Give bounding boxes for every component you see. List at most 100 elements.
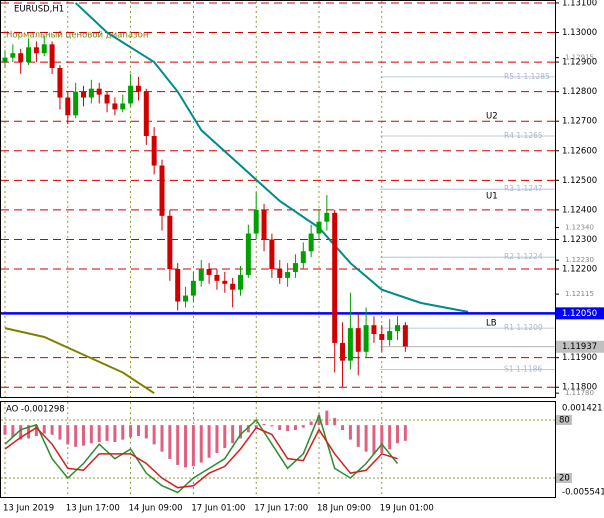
y-tick-label: 1.11900 xyxy=(562,353,597,363)
candle-body xyxy=(363,325,369,352)
zone-label: LB xyxy=(486,319,497,329)
ao-bar xyxy=(215,425,219,453)
candle-body xyxy=(143,91,149,136)
candle-body xyxy=(230,283,236,290)
candle-body xyxy=(33,47,39,54)
y-tick-label: 1.11800 xyxy=(562,383,597,393)
candle-body xyxy=(198,269,204,281)
ao-bar xyxy=(270,425,274,427)
ao-bar xyxy=(223,425,227,449)
ao-bar xyxy=(58,425,62,440)
stoch-level-label: 20 xyxy=(559,474,570,484)
x-tick-label: 13 Jun 17:00 xyxy=(66,504,120,514)
y-tick-label: 1.12200 xyxy=(562,265,597,275)
current-price-box xyxy=(556,340,604,353)
ao-bar xyxy=(254,425,258,428)
indicator-note: Нормальный ценовой диапазон xyxy=(6,31,148,41)
ao-bar xyxy=(74,425,78,447)
ao-bar xyxy=(89,425,93,444)
candle-body xyxy=(379,334,385,340)
ao-bar xyxy=(231,425,235,444)
candle-body xyxy=(26,47,32,63)
stoch-level-label: 80 xyxy=(559,416,570,426)
candle-body xyxy=(285,271,291,278)
candle-body xyxy=(245,233,251,275)
ao-bar xyxy=(152,425,156,445)
ao-bar xyxy=(364,425,368,452)
ao-bar xyxy=(42,425,46,434)
candle-body xyxy=(81,91,86,98)
ao-tick-label: 0.001421 xyxy=(562,404,603,414)
ao-bar xyxy=(168,425,172,459)
ao-bar xyxy=(396,425,399,444)
x-tick-label: 17 Jun 01:00 xyxy=(191,504,245,514)
y-tick-label: 1.13000 xyxy=(562,28,597,38)
candle-body xyxy=(88,88,94,98)
ao-bar xyxy=(129,425,133,438)
ao-bar xyxy=(333,417,337,426)
ao-bar xyxy=(3,425,7,435)
candle-body xyxy=(112,103,118,110)
ao-bar xyxy=(160,425,164,452)
candle-body xyxy=(387,331,393,340)
stoch-line xyxy=(4,426,398,489)
ao-bar xyxy=(176,425,180,465)
price-mark-label: 1.12115 xyxy=(565,290,594,298)
indicator-panel xyxy=(0,401,556,498)
ao-bar xyxy=(246,425,250,433)
stoch-line xyxy=(4,412,399,494)
pivot-label: R2 1.1224 xyxy=(504,252,543,261)
zone-label: U1 xyxy=(486,192,498,202)
ao-bar xyxy=(278,425,282,430)
candle-body xyxy=(73,91,79,116)
symbol: EURUSD,H1 xyxy=(14,5,64,15)
candle-body xyxy=(261,209,267,240)
ao-bar xyxy=(325,410,329,426)
candle-body xyxy=(316,221,322,234)
ao-tick-label: -0.005541 xyxy=(562,488,604,498)
ao-bar xyxy=(144,425,148,439)
ao-bar xyxy=(309,421,313,426)
candle-body xyxy=(395,325,400,332)
zone-label: U2 xyxy=(486,112,498,122)
candle-body xyxy=(183,295,189,302)
price-mark-label: 1.12340 xyxy=(565,224,594,232)
price-mark-label: 1.12915 xyxy=(565,54,594,62)
ao-bar xyxy=(105,425,109,441)
ao-bar xyxy=(97,425,101,443)
candle-body xyxy=(214,274,220,281)
ao-bar xyxy=(199,425,203,463)
ao-bar xyxy=(66,425,70,445)
pivot-label: R5.1 1.1285 xyxy=(504,72,550,81)
ao-bar xyxy=(262,423,266,426)
ao-bar xyxy=(207,425,211,458)
candle-body xyxy=(300,251,306,264)
ao-bar xyxy=(50,425,54,435)
candle-body xyxy=(128,85,134,104)
ao-bar xyxy=(82,425,85,446)
candle-body xyxy=(238,274,243,290)
price-mark-label: 1.12230 xyxy=(565,256,594,264)
ao-bar xyxy=(388,425,392,450)
y-tick-label: 1.12800 xyxy=(562,87,597,97)
candle-body xyxy=(347,328,353,361)
ao-bar xyxy=(286,425,290,432)
lb-price-label: 1.12050 xyxy=(562,309,597,319)
candle-body xyxy=(371,325,377,335)
candle-body xyxy=(151,135,157,166)
ao-bar xyxy=(34,425,38,437)
x-tick-label: 19 Jun 01:00 xyxy=(380,504,434,514)
candle-body xyxy=(355,328,361,352)
x-tick-label: 18 Jun 09:00 xyxy=(317,504,371,514)
ao-bar xyxy=(301,425,305,428)
candle-body xyxy=(340,342,346,361)
ao-title: AO -0.001298 xyxy=(6,405,65,415)
candle-body xyxy=(222,280,228,284)
candle-body xyxy=(2,57,8,63)
ao-bar xyxy=(191,425,195,467)
candle-body xyxy=(253,209,259,234)
x-tick-label: 13 Jun 2019 xyxy=(3,504,54,514)
candle-body xyxy=(402,325,408,347)
candle-body xyxy=(190,280,196,296)
candle-body xyxy=(292,263,298,272)
